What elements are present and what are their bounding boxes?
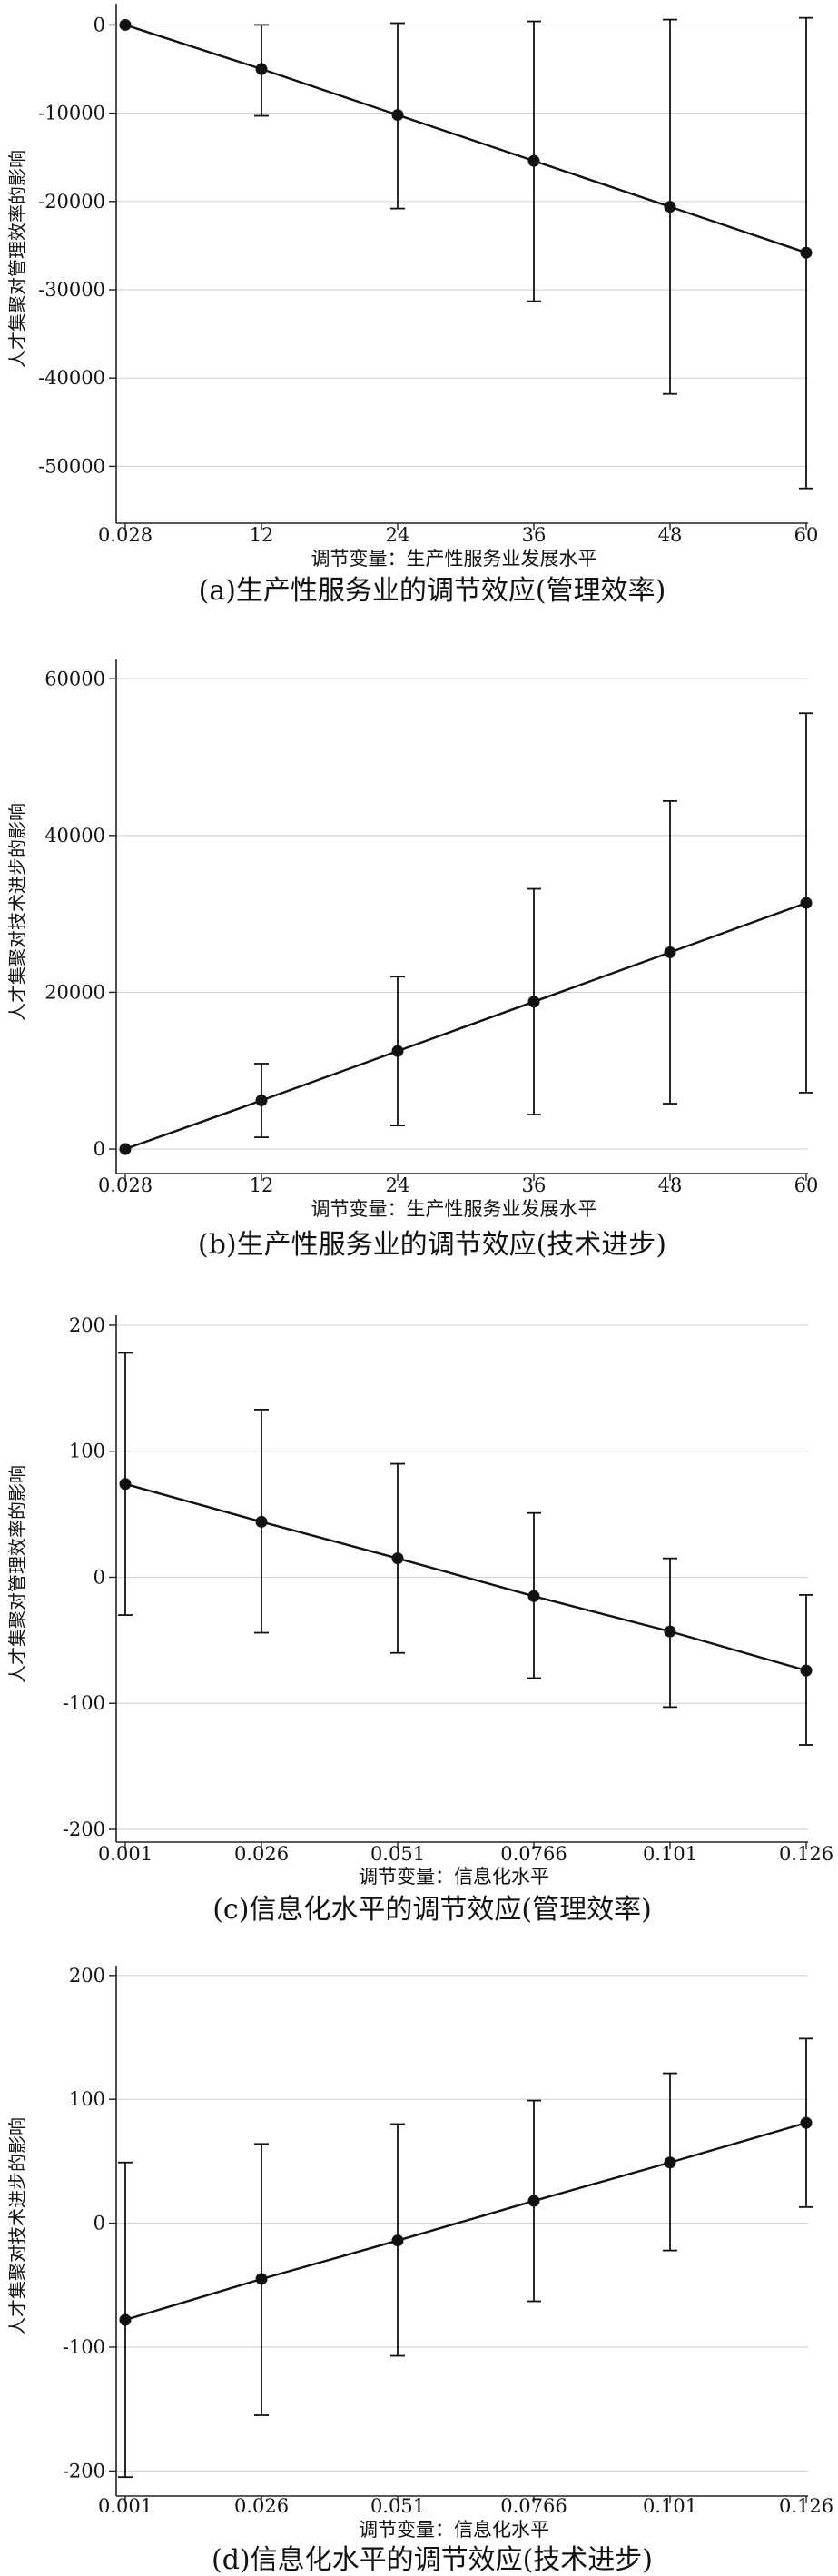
x-tick-label: 24 (386, 524, 410, 546)
y-tick-label: -100 (63, 2336, 105, 2358)
data-point (800, 246, 813, 259)
x-tick-label: 0.0766 (500, 2495, 567, 2517)
y-tick-label: 200 (69, 1314, 105, 1336)
y-tick-label: 40000 (44, 825, 105, 847)
x-tick-label: 0.026 (234, 2495, 289, 2517)
y-axis-label: 人才集聚对技术进步的影响 (6, 2117, 28, 2335)
data-point (527, 2195, 540, 2207)
x-axis-label: 调节变量：信息化水平 (359, 1866, 549, 1887)
figure-caption: (c)信息化水平的调节效应(管理效率) (212, 1894, 652, 1926)
data-point (527, 996, 540, 1008)
x-tick-label: 0.051 (370, 2495, 425, 2517)
chart-panel: 0 -10000 -20000 -30000 -40000 -50000 0.028 12 24… (6, 4, 818, 607)
y-tick-label: -20000 (38, 191, 105, 213)
series-line (124, 2121, 807, 2322)
y-tick-label: 100 (69, 2088, 105, 2110)
x-axis-label: 调节变量：信息化水平 (359, 2519, 549, 2541)
x-tick-label: 60 (794, 524, 819, 546)
y-axis-label: 人才集聚对管理效率的影响 (6, 150, 28, 368)
x-tick-label: 0.026 (234, 1843, 289, 1865)
data-point (391, 1552, 404, 1565)
y-tick-label: -10000 (38, 103, 105, 124)
y-tick-label: 0 (94, 1138, 105, 1160)
chart-panel: 200 100 0 -100 -200 0.001 0.026 0.051 0.0766 0.10… (6, 1314, 833, 1926)
x-tick-label: 48 (658, 1174, 683, 1196)
series-line (124, 24, 807, 254)
y-tick-label: 200 (69, 1965, 105, 1986)
y-tick-label: -40000 (38, 367, 105, 389)
series-line (124, 901, 807, 1151)
x-tick-label: 36 (522, 524, 547, 546)
y-tick-label: -50000 (38, 455, 105, 477)
data-point (119, 18, 132, 31)
data-point (255, 1095, 268, 1107)
x-tick-label: 36 (522, 1174, 547, 1196)
y-tick-label: 0 (94, 2213, 105, 2234)
y-tick-label: -30000 (38, 279, 105, 301)
x-tick-label: 0.051 (370, 1843, 425, 1865)
data-point (391, 109, 404, 122)
x-tick-label: 24 (386, 1174, 410, 1196)
y-axis-label: 人才集聚对技术进步的影响 (6, 803, 28, 1021)
x-tick-label: 60 (794, 1174, 819, 1196)
figure-caption: (d)信息化水平的调节效应(技术进步) (212, 2544, 653, 2576)
data-point (800, 897, 813, 909)
data-point (527, 1590, 540, 1602)
data-point (664, 1625, 676, 1638)
figure-caption: (a)生产性服务业的调节效应(管理效率) (199, 575, 666, 607)
x-tick-label: 12 (250, 1174, 274, 1196)
x-axis-label: 调节变量：生产性服务业发展水平 (311, 1198, 597, 1220)
data-point (119, 2313, 132, 2326)
x-tick-label: 0.028 (98, 1174, 153, 1196)
y-tick-label: 100 (69, 1441, 105, 1462)
x-tick-label: 12 (250, 524, 274, 546)
data-point (119, 1478, 132, 1491)
chart-panel: 200 100 0 -100 -200 0.001 0.026 0.051 0.0766 0.10… (6, 1965, 833, 2576)
y-tick-label: 20000 (44, 981, 105, 1003)
y-tick-label: 0 (94, 1566, 105, 1588)
chart-panel: 0 20000 40000 60000 0.028 12 24 36 48 60 人才集聚对技术进步… (6, 659, 818, 1261)
y-tick-label: 0 (94, 14, 105, 35)
y-tick-label: 60000 (44, 668, 105, 689)
y-tick-label: -200 (63, 1818, 105, 1840)
data-point (391, 1045, 404, 1057)
data-point (119, 1143, 132, 1155)
data-point (800, 2116, 813, 2129)
data-point (255, 1515, 268, 1528)
figure-caption: (b)生产性服务业的调节效应(技术进步) (198, 1229, 666, 1261)
x-tick-label: 0.0766 (500, 1843, 567, 1865)
y-tick-label: -200 (63, 2460, 105, 2482)
data-point (527, 154, 540, 167)
x-tick-label: 0.126 (779, 1843, 833, 1865)
x-tick-label: 0.101 (643, 1843, 697, 1865)
data-point (800, 1664, 813, 1677)
series-line (124, 1482, 807, 1672)
data-point (664, 2156, 676, 2169)
data-point (391, 2234, 404, 2247)
data-point (664, 201, 676, 213)
x-axis-label: 调节变量：生产性服务业发展水平 (311, 548, 597, 570)
data-point (255, 2273, 268, 2285)
x-tick-label: 0.028 (98, 524, 153, 546)
x-tick-label: 0.101 (643, 2495, 697, 2517)
y-tick-label: -100 (63, 1692, 105, 1714)
x-tick-label: 0.001 (98, 1843, 153, 1865)
data-point (664, 946, 676, 958)
x-tick-label: 48 (658, 524, 683, 546)
x-tick-label: 0.126 (779, 2495, 833, 2517)
data-point (255, 63, 268, 75)
y-axis-label: 人才集聚对管理效率的影响 (6, 1465, 28, 1683)
x-tick-label: 0.001 (98, 2495, 153, 2517)
